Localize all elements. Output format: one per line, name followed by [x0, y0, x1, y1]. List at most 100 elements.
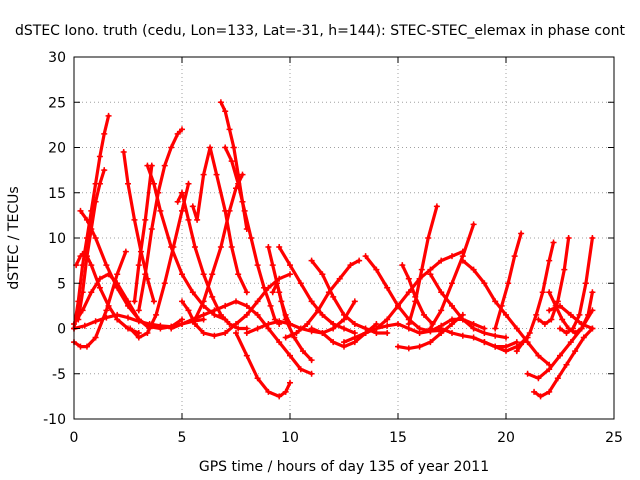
series-line [122, 150, 156, 303]
data-point [481, 339, 488, 346]
data-point [241, 207, 248, 214]
data-point [254, 298, 261, 305]
y-tick-label: 20 [48, 141, 66, 157]
data-point [267, 302, 274, 309]
data-point [92, 235, 99, 241]
data-point [254, 375, 261, 382]
data-point [308, 298, 315, 305]
data-point [83, 216, 90, 223]
data-point [189, 316, 196, 323]
data-point [174, 198, 181, 205]
data-point [459, 332, 466, 339]
data-point [200, 311, 207, 318]
data-point [449, 280, 455, 287]
data-point [362, 330, 369, 337]
data-point [243, 302, 250, 309]
data-point [535, 352, 542, 359]
data-point [233, 185, 239, 192]
data-point [75, 316, 82, 323]
data-point [142, 216, 149, 223]
data-point [200, 330, 207, 337]
data-point [589, 289, 596, 296]
series-23 [269, 280, 293, 327]
series-14 [179, 271, 293, 339]
x-tick-label: 20 [497, 430, 515, 446]
data-point [548, 316, 555, 323]
data-point [341, 339, 347, 346]
y-tick-label: 0 [57, 322, 66, 338]
data-point [101, 167, 108, 174]
data-point [347, 262, 354, 269]
data-point [148, 225, 155, 232]
data-point [282, 388, 289, 395]
data-point [546, 366, 553, 373]
data-point [194, 216, 201, 223]
data-point [191, 244, 198, 251]
data-point [356, 257, 363, 264]
data-point [567, 311, 574, 318]
data-point [127, 325, 134, 332]
data-point [168, 325, 175, 332]
data-point [351, 298, 358, 305]
data-point [278, 298, 285, 305]
data-point [297, 280, 304, 287]
data-point [498, 302, 505, 309]
data-point [416, 343, 423, 350]
data-point [287, 352, 293, 359]
series-line [137, 127, 184, 312]
data-point [248, 235, 255, 241]
data-point [200, 171, 207, 178]
data-point [582, 280, 589, 287]
data-point [565, 235, 572, 241]
data-point [319, 271, 326, 278]
tick-layer: 0 5 10 15 20 25 -10 -5 0 5 10 15 20 25 30 [43, 50, 623, 446]
data-point [217, 99, 224, 106]
data-point [580, 334, 587, 341]
data-point [131, 298, 138, 305]
x-axis-title: GPS time / hours of day 135 of year 2011 [199, 459, 489, 475]
data-point [81, 248, 88, 255]
data-point [96, 180, 103, 187]
data-point [207, 144, 214, 151]
data-point [518, 230, 525, 237]
data-point [513, 339, 520, 346]
data-point [533, 311, 540, 318]
data-point [384, 322, 391, 329]
data-point [269, 289, 276, 296]
data-point [470, 334, 477, 341]
data-point [122, 248, 129, 255]
data-point [144, 162, 151, 169]
data-point [384, 330, 391, 337]
data-point [185, 180, 192, 187]
data-point [569, 325, 576, 332]
y-tick-label: 30 [48, 50, 66, 66]
data-point [336, 275, 343, 282]
data-point [144, 330, 151, 337]
series-15 [189, 144, 250, 296]
data-point [243, 311, 250, 318]
series-3 [75, 167, 108, 323]
data-point [179, 320, 185, 327]
data-point [557, 302, 563, 309]
data-point [503, 343, 509, 350]
data-point [168, 144, 175, 151]
data-point [189, 203, 196, 210]
data-point [222, 108, 229, 115]
data-point [589, 325, 596, 332]
data-point [243, 330, 250, 337]
data-point [211, 332, 218, 339]
data-point [235, 325, 242, 332]
data-point [265, 388, 272, 395]
data-point [330, 339, 337, 346]
data-point [217, 311, 224, 318]
data-point [535, 316, 542, 323]
data-point [550, 239, 557, 246]
data-point [105, 112, 112, 119]
data-point [226, 320, 233, 327]
data-point [420, 311, 427, 318]
data-point [287, 262, 293, 269]
data-point [265, 320, 272, 327]
data-point [438, 325, 445, 332]
data-point [261, 284, 268, 291]
data-point [276, 339, 283, 346]
